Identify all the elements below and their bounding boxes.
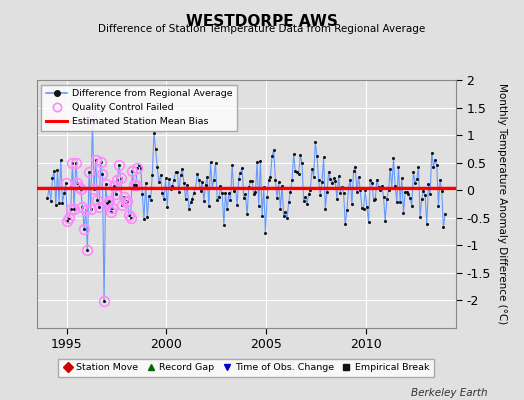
Text: Difference of Station Temperature Data from Regional Average: Difference of Station Temperature Data f… <box>99 24 425 34</box>
Text: Berkeley Earth: Berkeley Earth <box>411 388 487 398</box>
Legend: Station Move, Record Gap, Time of Obs. Change, Empirical Break: Station Move, Record Gap, Time of Obs. C… <box>58 359 434 377</box>
Legend: Difference from Regional Average, Quality Control Failed, Estimated Station Mean: Difference from Regional Average, Qualit… <box>41 85 237 131</box>
Text: WESTDORPE AWS: WESTDORPE AWS <box>186 14 338 29</box>
Y-axis label: Monthly Temperature Anomaly Difference (°C): Monthly Temperature Anomaly Difference (… <box>497 83 507 325</box>
